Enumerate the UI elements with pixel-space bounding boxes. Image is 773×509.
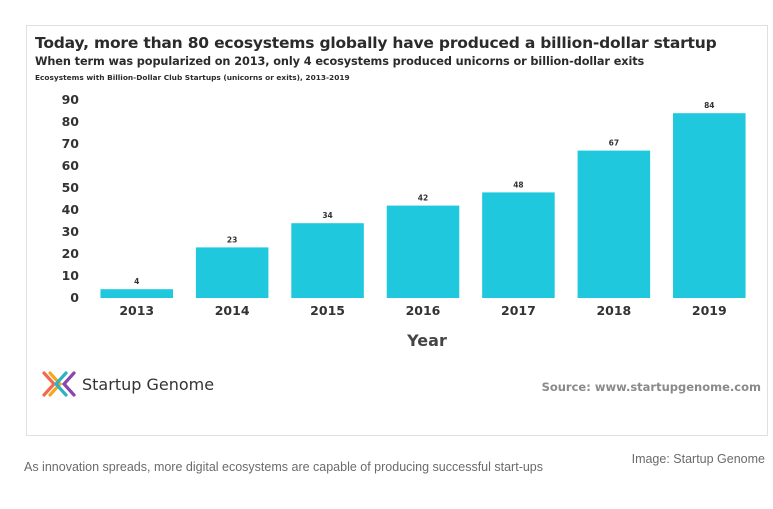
data-label: 48 <box>513 180 523 189</box>
startup-genome-logo-icon <box>42 371 76 397</box>
y-tick-label: 60 <box>62 158 80 173</box>
chart-card: Today, more than 80 ecosystems globally … <box>26 25 768 436</box>
x-tick-label: 2017 <box>501 303 536 318</box>
image-caption: As innovation spreads, more digital ecos… <box>24 460 544 474</box>
bar-2013 <box>100 289 173 298</box>
logo-text: Startup Genome <box>82 374 215 394</box>
y-tick-label: 30 <box>62 224 80 239</box>
x-tick-label: 2013 <box>119 303 154 318</box>
bar-chart: 0 10 20 30 40 50 60 70 80 90 4 2013 23 2014 34 2015 42 20… <box>62 92 746 350</box>
bar-2019 <box>673 113 746 298</box>
chart-subtitle: When term was popularized on 2013, only … <box>35 55 645 68</box>
x-axis-title: Year <box>406 331 447 350</box>
y-tick-label: 0 <box>70 290 79 305</box>
bar-2017 <box>482 192 555 298</box>
chart-title: Today, more than 80 ecosystems globally … <box>35 34 717 52</box>
y-tick-label: 20 <box>62 246 80 261</box>
bar-2018 <box>577 150 651 298</box>
source-text: Source: www.startupgenome.com <box>541 380 761 394</box>
y-tick-label: 80 <box>62 114 80 129</box>
data-label: 84 <box>704 101 714 110</box>
y-tick-label: 40 <box>62 202 80 217</box>
y-tick-label: 90 <box>62 92 80 107</box>
y-tick-label: 10 <box>62 268 80 283</box>
bar-2016 <box>386 205 460 298</box>
y-tick-label: 50 <box>62 180 80 195</box>
data-label: 4 <box>134 277 139 286</box>
data-label: 23 <box>227 235 237 244</box>
chart-note: Ecosystems with Billion-Dollar Club Star… <box>35 73 350 82</box>
bar-2015 <box>291 223 364 298</box>
bar-2014 <box>195 247 269 298</box>
data-label: 34 <box>322 211 332 220</box>
x-tick-label: 2016 <box>406 303 441 318</box>
x-tick-label: 2018 <box>596 303 631 318</box>
data-label: 42 <box>418 194 428 203</box>
startup-genome-logo: Startup Genome <box>42 369 214 399</box>
image-credit: Image: Startup Genome <box>631 452 765 466</box>
y-tick-label: 70 <box>62 136 80 151</box>
x-tick-label: 2014 <box>215 303 250 318</box>
data-label: 67 <box>609 139 619 148</box>
x-tick-label: 2019 <box>692 303 727 318</box>
x-tick-label: 2015 <box>310 303 345 318</box>
